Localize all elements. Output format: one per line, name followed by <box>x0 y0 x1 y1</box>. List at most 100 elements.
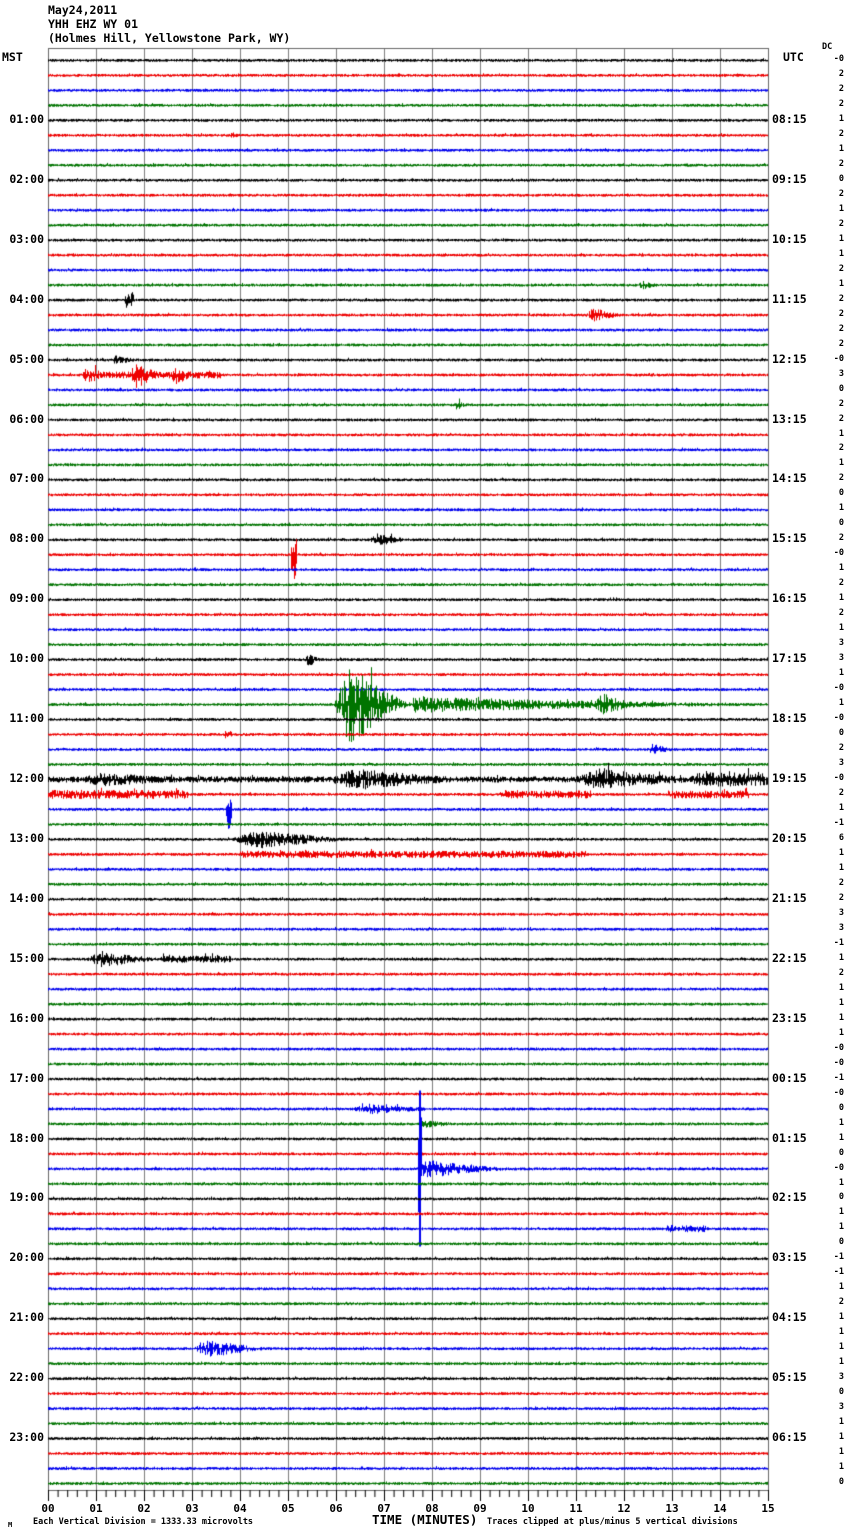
dc-offset-value: 1 <box>838 1222 844 1233</box>
right-time-label: 11:15 <box>772 291 807 306</box>
left-time-label: 06:00 <box>9 411 44 426</box>
dc-offset-value: 0 <box>838 1147 844 1158</box>
dc-offset-value: 1 <box>838 862 844 873</box>
dc-offset-value: 1 <box>838 428 844 439</box>
title-date: May24,2011 <box>48 3 118 17</box>
dc-offset-value: -0 <box>833 548 844 559</box>
x-axis-tick-label: 04 <box>233 1502 247 1515</box>
left-time-label: 10:00 <box>9 651 44 666</box>
dc-offset-value: 1 <box>838 203 844 214</box>
dc-offset-value: -0 <box>833 54 844 64</box>
right-time-label: 04:15 <box>772 1310 807 1325</box>
x-axis-tick-label: 10 <box>521 1502 535 1515</box>
dc-offset-value: 1 <box>838 1282 844 1293</box>
dc-offset-value: -0 <box>833 1087 844 1098</box>
dc-offset-value: -0 <box>833 713 844 724</box>
left-time-label: 17:00 <box>9 1070 44 1085</box>
dc-offset-value: -0 <box>833 353 844 364</box>
dc-offset-value: 0 <box>838 1102 844 1113</box>
dc-offset-value: 0 <box>838 1477 844 1488</box>
left-time-label: 04:00 <box>9 291 44 306</box>
x-axis-tick-label: 15 <box>761 1502 775 1515</box>
left-timezone-label: MST <box>2 50 23 64</box>
dc-offset-value: 0 <box>838 383 844 394</box>
dc-offset-value: 2 <box>838 188 844 199</box>
right-timezone-label: UTC <box>783 50 804 64</box>
dc-offset-value: -1 <box>833 817 844 828</box>
dc-offset-value: 1 <box>838 248 844 259</box>
right-time-label: 05:15 <box>772 1370 807 1385</box>
dc-offset-value: 1 <box>838 1417 844 1428</box>
dc-offset-value: 0 <box>838 1387 844 1398</box>
x-axis-tick-label: 13 <box>665 1502 679 1515</box>
title-station-location: (Holmes Hill, Yellowstone Park, WY) <box>48 31 291 45</box>
x-axis-tick-label: 06 <box>329 1502 343 1515</box>
right-time-label: 09:15 <box>772 171 807 186</box>
right-time-label: 00:15 <box>772 1070 807 1085</box>
x-axis-tick-label: 14 <box>713 1502 727 1515</box>
dc-offset-value: 2 <box>838 293 844 304</box>
dc-offset-value: 1 <box>838 113 844 124</box>
dc-offset-value: 2 <box>838 83 844 94</box>
dc-offset-value: 2 <box>838 788 844 799</box>
x-axis-tick-label: 09 <box>473 1502 487 1515</box>
dc-offset-value: -0 <box>833 1162 844 1173</box>
left-time-label: 14:00 <box>9 890 44 905</box>
right-time-label: 01:15 <box>772 1130 807 1145</box>
dc-offset-value: 2 <box>838 443 844 454</box>
right-time-label: 03:15 <box>772 1250 807 1265</box>
right-time-label: 12:15 <box>772 351 807 366</box>
dc-offset-value: 0 <box>838 1192 844 1203</box>
x-axis-tick-label: 07 <box>377 1502 391 1515</box>
right-time-label: 06:15 <box>772 1430 807 1445</box>
dc-offset-value: -1 <box>833 937 844 948</box>
dc-offset-value: 0 <box>838 518 844 529</box>
x-axis-tick-label: 12 <box>617 1502 631 1515</box>
dc-offset-value: 2 <box>838 413 844 424</box>
x-axis-tick-label: 00 <box>41 1502 55 1515</box>
title-station-code: YHH EHZ WY 01 <box>48 17 139 31</box>
right-time-label: 16:15 <box>772 591 807 606</box>
dc-offset-value: 2 <box>838 473 844 484</box>
right-time-label: 10:15 <box>772 231 807 246</box>
left-time-label: 13:00 <box>9 830 44 845</box>
x-axis-tick-label: 11 <box>569 1502 583 1515</box>
x-axis-tick-label: 08 <box>425 1502 439 1515</box>
dc-offset-value: 2 <box>838 263 844 274</box>
right-time-label: 23:15 <box>772 1010 807 1025</box>
dc-offset-value: 3 <box>838 653 844 664</box>
right-time-label: 13:15 <box>772 411 807 426</box>
dc-offset-value: 1 <box>838 563 844 574</box>
left-time-label: 23:00 <box>9 1430 44 1445</box>
dc-offset-value: 1 <box>838 1117 844 1128</box>
dc-offset-value: 1 <box>838 503 844 514</box>
dc-offset-value: 1 <box>838 1312 844 1323</box>
dc-offset-value: 1 <box>838 1357 844 1368</box>
dc-offset-column-header: DC <box>822 42 833 52</box>
dc-offset-value: 1 <box>838 1027 844 1038</box>
right-time-label: 22:15 <box>772 950 807 965</box>
dc-offset-value: 2 <box>838 158 844 169</box>
dc-offset-value: -0 <box>833 683 844 694</box>
dc-offset-value: 6 <box>838 832 844 843</box>
dc-offset-value: 1 <box>838 698 844 709</box>
right-time-label: 19:15 <box>772 771 807 786</box>
dc-offset-value: 2 <box>838 323 844 334</box>
dc-offset-value: 1 <box>838 1177 844 1188</box>
dc-offset-value: 3 <box>838 907 844 918</box>
dc-offset-value: 2 <box>838 608 844 619</box>
dc-offset-value: 2 <box>838 743 844 754</box>
corner-glyph: M <box>8 1521 13 1529</box>
x-axis-tick-label: 05 <box>281 1502 295 1515</box>
dc-offset-value: 2 <box>838 967 844 978</box>
dc-offset-value: 2 <box>838 308 844 319</box>
left-time-label: 15:00 <box>9 950 44 965</box>
dc-offset-value: 1 <box>838 593 844 604</box>
right-time-label: 08:15 <box>772 111 807 126</box>
dc-offset-value: 2 <box>838 398 844 409</box>
dc-offset-value: 1 <box>838 847 844 858</box>
dc-offset-value: 1 <box>838 997 844 1008</box>
dc-offset-value: 1 <box>838 458 844 469</box>
x-axis-tick-label: 02 <box>137 1502 151 1515</box>
